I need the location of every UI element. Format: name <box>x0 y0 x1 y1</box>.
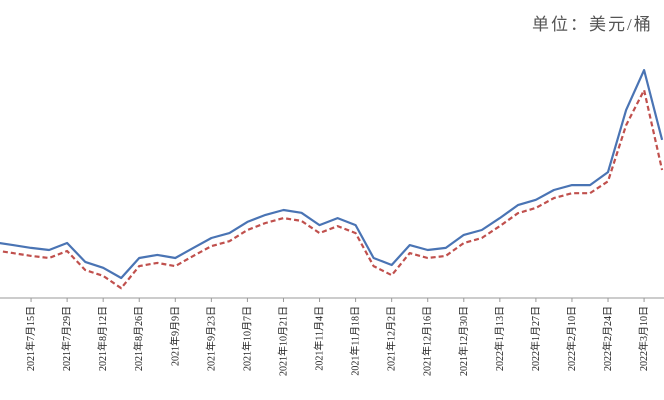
unit-label: 单位：美元/桶 <box>532 15 653 34</box>
x-tick-label: 2021年12月2日 <box>385 306 398 371</box>
x-tick-label: 2022年1月13日 <box>493 306 506 371</box>
series-line <box>0 69 664 280</box>
x-tick-label: 2021年10月7日 <box>240 306 253 371</box>
x-tick-label: 2021年7月29日 <box>60 306 73 371</box>
x-tick-label: 2021年9月9日 <box>168 306 181 366</box>
series-line <box>0 89 664 290</box>
x-tick-label: 2022年1月27日 <box>529 306 542 371</box>
x-tick-label: 2021年10月21日 <box>276 306 289 376</box>
x-tick-label: 2021年9月23日 <box>204 306 217 371</box>
x-tick-label: 2021年12月30日 <box>457 306 470 376</box>
x-tick-label: 2021年7月15日 <box>24 306 37 371</box>
x-tick-label: 2021年11月4日 <box>313 306 326 371</box>
x-tick-label: 2021年8月12日 <box>96 306 109 371</box>
x-tick-label: 2022年3月10日 <box>637 306 650 371</box>
x-tick-label: 2021年11月18日 <box>349 306 362 376</box>
x-tick-label: 2022年2月24日 <box>601 306 614 371</box>
x-tick-label: 2022年2月10日 <box>565 306 578 371</box>
x-tick-label: 2021年8月26日 <box>132 306 145 371</box>
x-tick-label: 2021年12月16日 <box>421 306 434 376</box>
